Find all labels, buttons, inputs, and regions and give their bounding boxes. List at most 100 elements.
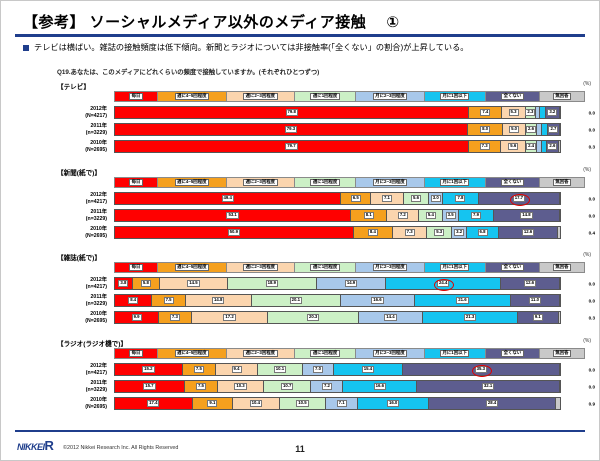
- segment-value: 17.2: [223, 313, 236, 322]
- bar-segment: 79.7: [115, 141, 469, 152]
- row-label: 2011年 (n=3229): [41, 294, 107, 308]
- percent-unit-label: (%): [583, 252, 591, 258]
- logo-mark: R: [44, 438, 54, 453]
- segment-value: 7.5: [163, 296, 174, 305]
- segment-value: 15.4: [361, 365, 375, 374]
- row-label: 2012年 (n=4217): [41, 277, 107, 291]
- legend-item-label: 週に1回程度: [310, 178, 340, 187]
- legend-item-8: 無回答: [540, 178, 584, 187]
- bar-segment: 9.1: [192, 398, 234, 409]
- legend-item-label: 週に1回程度: [310, 92, 340, 101]
- stacked-bar: 49.46.57.15.63.07.817.70.0: [114, 192, 561, 206]
- segment-value: 6.8: [477, 228, 488, 237]
- row-tail-value: 0.0: [588, 298, 595, 303]
- legend-item-5: 月に2~3回程度: [356, 349, 425, 358]
- legend-item-label: 月に2~3回程度: [372, 178, 408, 187]
- page-number: 11: [295, 444, 305, 454]
- legend-item-5: 月に2~3回程度: [356, 178, 425, 187]
- legend-item-8: 無回答: [540, 263, 584, 272]
- legend-item-label: 月に2~3回程度: [372, 92, 408, 101]
- stacked-bar: 79.7 7.3 5.6 2.41.11.22.60.3: [114, 140, 561, 153]
- segment-value: 17.7: [512, 194, 526, 203]
- segment-value: 20.3: [306, 313, 320, 322]
- segment-value: 7.0: [313, 365, 324, 374]
- row-tail-value: 0.0: [588, 213, 595, 218]
- legend-item-label: 月に1回以下: [440, 349, 470, 358]
- chart-row: 2012年(N=4217)79.87.45.32.30.91.33.20.00.…: [1, 105, 599, 120]
- segment-value: 79.7: [285, 142, 298, 151]
- row-tail-value: 0.3: [588, 144, 595, 149]
- segment-value: 79.3: [284, 125, 298, 134]
- bar-segment: 7.2: [387, 210, 420, 221]
- segment-value: 3.2: [454, 228, 465, 237]
- chart-title: 【テレビ】: [57, 84, 90, 91]
- legend-item-5: 月に2~3回程度: [356, 92, 425, 101]
- bar-segment: 9.1: [518, 312, 559, 323]
- legend-item-label: 毎日: [129, 263, 143, 272]
- legend-item-label: 月に2~3回程度: [372, 263, 408, 272]
- segment-value: 7.2: [321, 382, 332, 391]
- segment-value: 2.6: [526, 125, 536, 134]
- bar-segment: 7.5: [182, 364, 217, 375]
- stacked-bar: 9.9 7.3 17.2 20.3 14.4 21.3 9.1 0.3: [114, 311, 561, 324]
- row-sample-size: (N=2695): [85, 318, 107, 325]
- legend-item-4: 週に1回程度: [295, 178, 357, 187]
- segment-value: 7.3: [169, 313, 180, 322]
- bar-segment: 35.3: [402, 364, 560, 377]
- legend-item-label: 月に1回以下: [440, 178, 470, 187]
- chart-row: 2010年(N=2695)79.77.35.62.41.11.22.60.30.…: [1, 139, 599, 154]
- bar-segment: 5.3: [502, 107, 526, 118]
- row-sample-size: (n=4217): [85, 284, 107, 291]
- bar-segment: 1.3: [539, 107, 546, 118]
- segment-value: 3.0: [430, 194, 441, 203]
- bar-segment: 28.4: [429, 398, 556, 409]
- bar-segment: 7.0: [302, 364, 335, 375]
- bar-segment: 0.4: [558, 227, 560, 238]
- segment-value: 16.0: [386, 399, 400, 408]
- row-label: 2010年 (N=2695): [41, 311, 107, 325]
- row-year: 2011年: [90, 380, 107, 386]
- legend-item-2: 週に4~5回程度: [158, 349, 227, 358]
- percent-unit-label: (%): [583, 81, 591, 87]
- segment-value: 3.5: [445, 211, 456, 220]
- bar-segment: 2.6: [525, 124, 538, 135]
- row-label: 2011年 (n=3229): [41, 209, 107, 223]
- bar-segment: 17.2: [191, 312, 269, 323]
- row-tail-value: 0.0: [588, 367, 595, 372]
- row-year: 2010年: [90, 311, 107, 317]
- segment-value: 10.7: [280, 382, 294, 391]
- bar-segment: 7.5: [152, 295, 186, 306]
- bar-segment: 79.3: [115, 124, 468, 135]
- legend-item-label: 週に4~5回程度: [174, 178, 209, 187]
- segment-value: 6.5: [350, 194, 361, 203]
- segment-value: 28.4: [485, 399, 499, 408]
- chart-title: 【新聞(紙で)】: [57, 170, 101, 177]
- bar-segment: 20.1: [251, 295, 342, 306]
- legend-item-5: 月に2~3回程度: [356, 263, 425, 272]
- legend-item-label: 無回答: [552, 92, 572, 101]
- bar-segment: 7.1: [326, 398, 358, 409]
- bar-segment: 8.4: [115, 295, 153, 306]
- segment-value: 10.5: [296, 399, 309, 408]
- chart-legend: 毎日 週に4~5回程度 週に2~3回程度 週に1回程度 月に2~3回程度 月に1回以下 全く…: [114, 91, 585, 102]
- row-sample-size: (n=3229): [85, 130, 107, 137]
- legend-item-label: 無回答: [552, 263, 572, 272]
- segment-value: 15.2: [142, 365, 155, 374]
- row-tail-value: 0.0: [588, 127, 595, 132]
- segment-value: 5.3: [508, 108, 519, 117]
- bar-segment: 14.5: [160, 278, 228, 289]
- legend-item-8: 無回答: [540, 92, 584, 101]
- row-label: 2011年 (n=3229): [41, 123, 107, 137]
- bar-segment: 10.7: [263, 381, 312, 392]
- chart-rows: 2012年(n=4217) 49.4 6.5 7.1 5.6 3.0 7.8 17.7 0.0 0…: [1, 191, 599, 242]
- row-tail-value: 0.0: [588, 196, 595, 201]
- legend-item-3: 週に2~3回程度: [226, 349, 296, 358]
- segment-value: 16.6: [371, 296, 384, 305]
- segment-value: 53.1: [226, 211, 239, 220]
- segment-value: 35.3: [474, 365, 488, 374]
- row-sample-size: (N=4217): [85, 113, 107, 120]
- row-sample-size: (n=3229): [85, 216, 107, 223]
- segment-value: 12.6: [521, 228, 535, 237]
- row-year: 2012年: [90, 363, 107, 369]
